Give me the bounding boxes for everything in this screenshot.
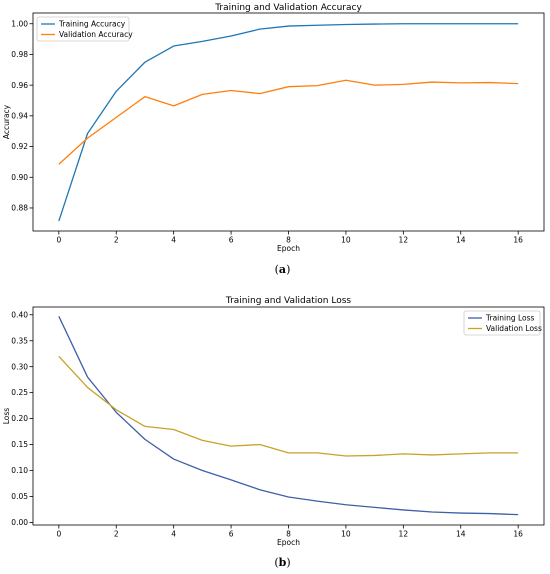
- plot-frame: [32, 306, 545, 526]
- y-tick-label: 0.10: [11, 466, 28, 475]
- y-tick-label: 0.98: [11, 50, 28, 59]
- x-axis-label: Epoch: [277, 538, 300, 547]
- y-tick-label: 0.00: [11, 518, 28, 527]
- chart-title: Training and Validation Accuracy: [214, 3, 362, 13]
- x-tick-label: 6: [229, 530, 234, 539]
- legend-box: [36, 16, 130, 42]
- chart-title: Training and Validation Loss: [225, 296, 352, 306]
- legend-label: Validation Accuracy: [59, 30, 133, 39]
- x-axis-label: Epoch: [277, 244, 300, 253]
- y-tick-label: 0.20: [11, 414, 28, 423]
- series-line-validation-loss: [58, 355, 519, 457]
- series-line-validation-accuracy: [58, 79, 519, 165]
- y-axis-label: Loss: [2, 408, 11, 425]
- x-tick-label: 0: [56, 530, 61, 539]
- x-tick-label: 10: [341, 530, 351, 539]
- x-tick-label: 6: [229, 236, 234, 245]
- series-line-training-loss: [58, 316, 519, 516]
- loss-chart: Training and Validation Loss 0 2 4 6 8 10 12 14 1…: [2, 296, 545, 569]
- x-tick-label: 8: [286, 530, 291, 539]
- figure-caption: (b): [274, 556, 290, 569]
- x-tick-label: 2: [114, 236, 119, 245]
- figure-caption: (a): [275, 263, 291, 276]
- x-tick-label: 12: [399, 530, 409, 539]
- y-tick-label: 0.92: [11, 142, 28, 151]
- x-tick-label: 2: [114, 530, 119, 539]
- y-tick-label: 0.90: [11, 173, 28, 182]
- y-tick-label: 0.88: [11, 204, 28, 213]
- x-tick-label: 16: [513, 530, 523, 539]
- y-tick-label: 0.94: [11, 111, 28, 120]
- y-tick-label: 0.05: [11, 492, 28, 501]
- y-tick-label: 1.00: [11, 19, 28, 28]
- legend-box: [463, 310, 541, 336]
- x-tick-label: 10: [341, 236, 351, 245]
- accuracy-chart: Training and Validation Accuracy 0 2 4 6 8 10 1…: [2, 3, 545, 276]
- x-tick-label: 12: [399, 236, 409, 245]
- x-tick-label: 8: [286, 236, 291, 245]
- x-tick-label: 14: [456, 236, 466, 245]
- legend-label: Training Accuracy: [58, 20, 126, 29]
- series-line-training-accuracy: [58, 23, 519, 222]
- y-tick-label: 0.25: [11, 388, 28, 397]
- x-tick-label: 14: [456, 530, 466, 539]
- x-tick-label: 0: [56, 236, 61, 245]
- x-tick-label: 16: [513, 236, 523, 245]
- legend-label: Training Loss: [485, 314, 535, 323]
- y-tick-label: 0.30: [11, 362, 28, 371]
- x-tick-label: 4: [171, 530, 176, 539]
- y-tick-label: 0.15: [11, 440, 28, 449]
- legend-label: Validation Loss: [486, 324, 542, 333]
- y-tick-label: 0.35: [11, 336, 28, 345]
- y-tick-label: 0.40: [11, 310, 28, 319]
- x-tick-label: 4: [171, 236, 176, 245]
- y-tick-label: 0.96: [11, 81, 28, 90]
- y-axis-label: Accuracy: [2, 104, 11, 139]
